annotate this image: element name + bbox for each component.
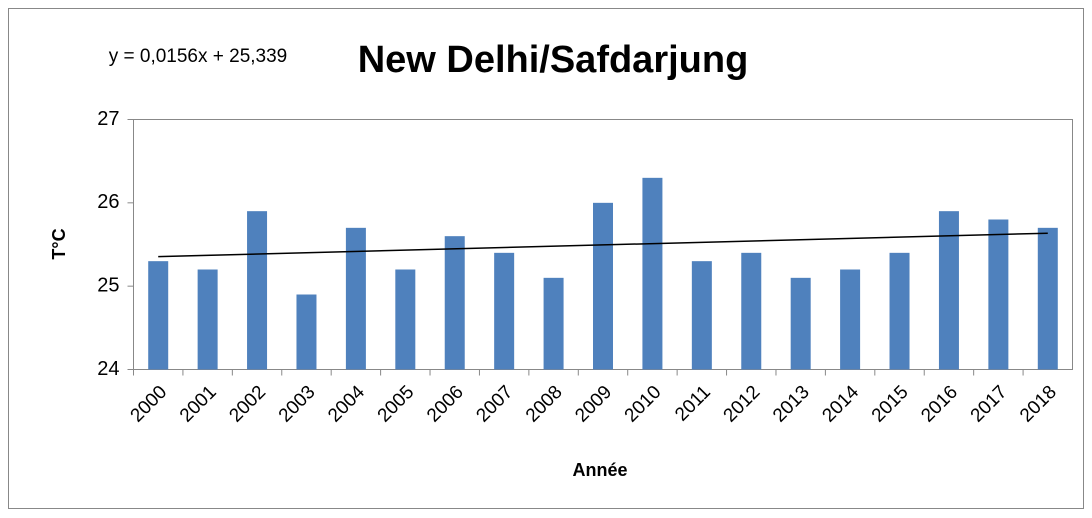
bar bbox=[148, 261, 169, 370]
bar bbox=[938, 211, 959, 370]
y-tick-label: 27 bbox=[97, 108, 119, 130]
trendline bbox=[158, 232, 1048, 258]
bar bbox=[790, 277, 811, 370]
y-tick-label: 25 bbox=[97, 274, 119, 296]
bar bbox=[642, 177, 663, 370]
y-tick-label: 24 bbox=[97, 358, 119, 380]
bar bbox=[345, 227, 366, 370]
chart-border bbox=[8, 8, 1084, 509]
y-axis-label: T°C bbox=[49, 228, 69, 259]
bar bbox=[395, 269, 416, 370]
bar bbox=[444, 236, 465, 370]
bar bbox=[691, 261, 712, 370]
chart-title: New Delhi/Safdarjung bbox=[358, 39, 749, 81]
bar bbox=[840, 269, 861, 370]
trend-equation: y = 0,0156x + 25,339 bbox=[109, 46, 288, 67]
bar bbox=[988, 219, 1009, 370]
bar bbox=[197, 269, 218, 370]
y-tick-label: 26 bbox=[97, 191, 119, 213]
bar bbox=[247, 211, 268, 370]
bar bbox=[296, 294, 317, 370]
bar bbox=[593, 202, 613, 370]
bar bbox=[1037, 227, 1058, 370]
bar bbox=[494, 252, 515, 370]
bar bbox=[889, 252, 910, 370]
bar bbox=[741, 252, 762, 370]
bar bbox=[543, 277, 564, 370]
x-axis-label: Année bbox=[572, 460, 627, 480]
